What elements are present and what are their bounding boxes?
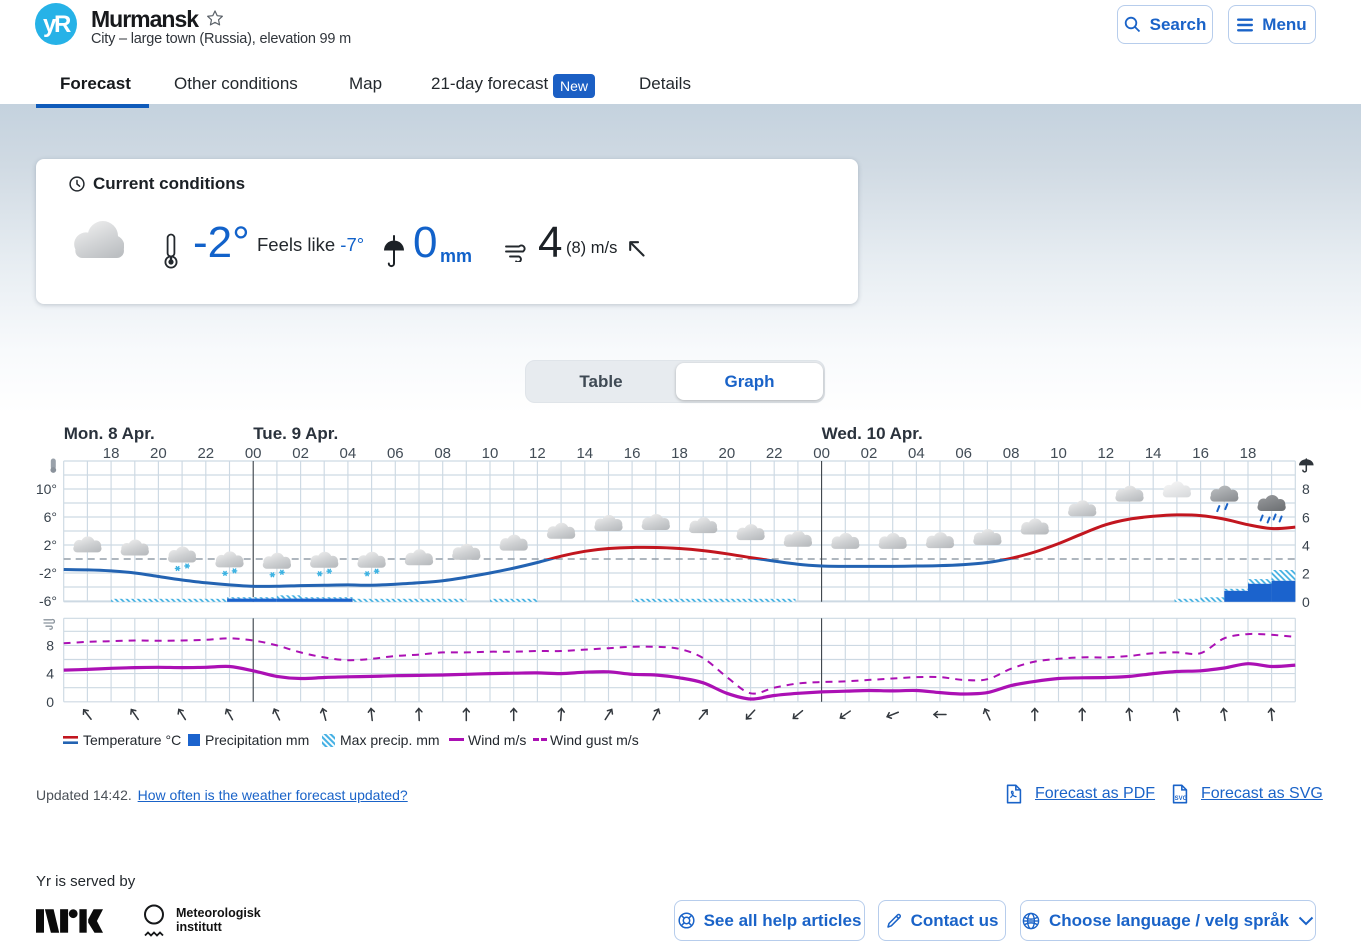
- svg-text:14: 14: [1145, 445, 1162, 462]
- svg-text:22: 22: [197, 445, 214, 462]
- svg-text:-2°: -2°: [39, 565, 57, 581]
- svg-text:04: 04: [908, 445, 925, 462]
- svg-text:02: 02: [861, 445, 878, 462]
- svg-text:8: 8: [46, 637, 54, 653]
- svg-text:-6°: -6°: [39, 593, 57, 609]
- svg-text:12: 12: [1097, 445, 1114, 462]
- svg-text:18: 18: [671, 445, 688, 462]
- svg-text:00: 00: [245, 445, 262, 462]
- svg-text:20: 20: [150, 445, 167, 462]
- svg-text:4: 4: [1302, 538, 1310, 554]
- svg-text:06: 06: [955, 445, 972, 462]
- svg-text:08: 08: [434, 445, 451, 462]
- svg-text:08: 08: [1003, 445, 1020, 462]
- svg-text:10: 10: [482, 445, 499, 462]
- svg-text:6: 6: [1302, 509, 1310, 525]
- svg-text:8: 8: [1302, 481, 1310, 497]
- svg-text:04: 04: [340, 445, 357, 462]
- svg-text:4: 4: [46, 666, 54, 682]
- svg-text:0: 0: [1302, 594, 1310, 610]
- svg-text:Wed. 10 Apr.: Wed. 10 Apr.: [822, 424, 923, 443]
- svg-text:00: 00: [813, 445, 830, 462]
- svg-text:2°: 2°: [44, 537, 57, 553]
- svg-text:06: 06: [387, 445, 404, 462]
- svg-text:22: 22: [766, 445, 783, 462]
- svg-text:16: 16: [1192, 445, 1209, 462]
- svg-text:10: 10: [1050, 445, 1067, 462]
- svg-text:2: 2: [1302, 566, 1310, 582]
- svg-text:y: y: [43, 11, 57, 38]
- svg-text:02: 02: [292, 445, 309, 462]
- svg-text:18: 18: [1240, 445, 1257, 462]
- svg-text:20: 20: [719, 445, 736, 462]
- svg-text:14: 14: [576, 445, 593, 462]
- svg-text:0: 0: [46, 694, 54, 710]
- svg-text:Meteorologisk: Meteorologisk: [176, 906, 261, 920]
- svg-text:institutt: institutt: [176, 920, 223, 934]
- svg-text:16: 16: [624, 445, 641, 462]
- svg-text:Tue. 9 Apr.: Tue. 9 Apr.: [253, 424, 338, 443]
- svg-text:Mon. 8 Apr.: Mon. 8 Apr.: [64, 424, 155, 443]
- svg-text:10°: 10°: [36, 481, 57, 497]
- svg-text:SVG: SVG: [1175, 796, 1188, 802]
- svg-text:12: 12: [529, 445, 546, 462]
- svg-text:6°: 6°: [44, 509, 57, 525]
- svg-text:R: R: [54, 11, 71, 38]
- svg-text:18: 18: [103, 445, 120, 462]
